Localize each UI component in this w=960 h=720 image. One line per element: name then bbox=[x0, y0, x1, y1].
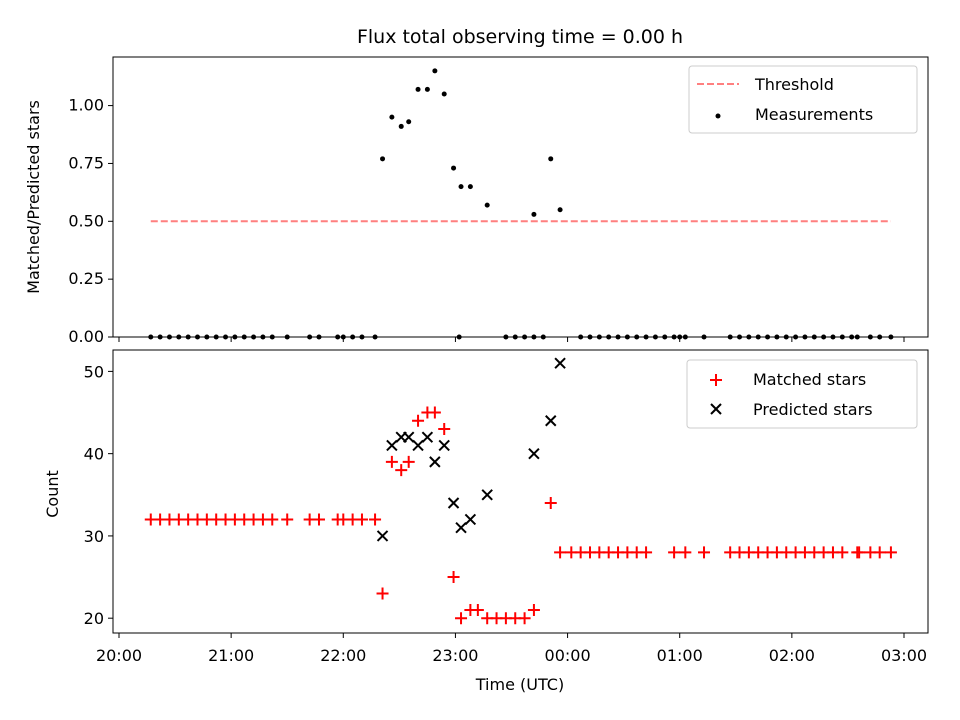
measurement-point bbox=[415, 86, 421, 92]
predicted-star-point bbox=[402, 431, 415, 443]
legend-predicted-swatch bbox=[710, 403, 722, 415]
predicted-star-point bbox=[455, 521, 467, 534]
top-x-axis bbox=[118, 337, 905, 342]
measurement-point bbox=[389, 114, 395, 120]
predicted-star-point bbox=[447, 497, 460, 509]
bottom-x-tick-label: 03:00 bbox=[881, 646, 927, 665]
top-panel: Flux total observing time = 0.00 h Match… bbox=[24, 26, 929, 346]
bottom-x-tick-label: 00:00 bbox=[545, 646, 591, 665]
matched-star-point bbox=[527, 603, 540, 616]
matched-star-point bbox=[447, 571, 460, 584]
measurement-point bbox=[557, 207, 563, 213]
legend-threshold-label: Threshold bbox=[754, 75, 834, 94]
bottom-x-tick-label: 21:00 bbox=[208, 646, 254, 665]
matched-star-point bbox=[679, 546, 692, 559]
bottom-x-axis: 20:00 21:00 22:00 23:00 00:00 01:00 02:00 03:00 bbox=[96, 633, 927, 665]
legend-matched-swatch bbox=[710, 374, 722, 386]
top-legend: Threshold Measurements bbox=[688, 65, 918, 134]
predicted-star-point bbox=[554, 357, 566, 369]
matched-star-point bbox=[884, 546, 897, 559]
measurement-point bbox=[398, 123, 404, 129]
bottom-y-tick-label: 30 bbox=[84, 527, 104, 546]
bottom-x-tick-label: 22:00 bbox=[320, 646, 366, 665]
matched-star-point bbox=[873, 546, 886, 559]
measurement-point bbox=[441, 91, 447, 97]
top-legend-box bbox=[688, 65, 918, 134]
matched-star-point bbox=[281, 513, 294, 526]
top-y-axis-label: Matched/Predicted stars bbox=[24, 100, 43, 294]
matched-star-point bbox=[369, 513, 382, 526]
bottom-x-tick-label: 20:00 bbox=[96, 646, 142, 665]
matched-star-point bbox=[438, 422, 451, 435]
measurement-point bbox=[467, 184, 473, 190]
matched-star-point bbox=[412, 414, 425, 427]
predicted-star-point bbox=[412, 439, 424, 452]
bottom-legend: Matched stars Predicted stars bbox=[686, 359, 918, 429]
top-axes-frame bbox=[112, 56, 929, 338]
matched-star-point bbox=[402, 455, 415, 468]
matched-star-point bbox=[355, 513, 368, 526]
predicted-star-point bbox=[386, 439, 398, 452]
matched-star-point bbox=[395, 464, 408, 477]
bottom-y-axis-label: Count bbox=[43, 470, 62, 518]
legend-predicted-label: Predicted stars bbox=[753, 400, 873, 419]
measurement-point bbox=[548, 156, 554, 162]
predicted-star-point bbox=[464, 513, 477, 526]
matched-star-point bbox=[266, 513, 279, 526]
top-y-tick-label: 1.00 bbox=[68, 96, 104, 115]
measurement-point bbox=[451, 165, 457, 171]
bottom-x-axis-label: Time (UTC) bbox=[475, 675, 564, 694]
matched-star-point bbox=[471, 603, 484, 616]
bottom-plot-area bbox=[144, 357, 897, 625]
bottom-panel: Count Time (UTC) 20 30 40 50 20:00 21:00 22:0… bbox=[43, 349, 929, 694]
matched-star-point bbox=[544, 497, 557, 510]
bottom-legend-box bbox=[686, 359, 918, 429]
matched-star-point bbox=[312, 513, 325, 526]
matched-star-point bbox=[668, 546, 681, 559]
bottom-x-tick-label: 01:00 bbox=[657, 646, 703, 665]
predicted-star-point bbox=[376, 530, 389, 542]
matched-star-point bbox=[376, 587, 389, 600]
bottom-y-tick-label: 20 bbox=[84, 609, 104, 628]
measurement-point bbox=[458, 184, 464, 190]
matched-star-point bbox=[554, 546, 567, 559]
predicted-star-point bbox=[429, 456, 441, 468]
legend-measurements-label: Measurements bbox=[755, 105, 873, 124]
measurement-point bbox=[484, 202, 490, 208]
legend-matched-label: Matched stars bbox=[753, 370, 866, 389]
matched-star-point bbox=[518, 612, 531, 625]
matched-star-point bbox=[853, 546, 866, 559]
bottom-axes-frame bbox=[112, 349, 929, 634]
top-y-tick-label: 0.00 bbox=[68, 327, 104, 346]
predicted-star-point bbox=[481, 489, 493, 501]
measurement-point bbox=[432, 68, 438, 74]
predicted-star-point bbox=[528, 447, 540, 460]
bottom-x-tick-label: 02:00 bbox=[769, 646, 815, 665]
measurement-point bbox=[424, 86, 430, 92]
bottom-y-axis: 20 30 40 50 bbox=[84, 362, 113, 628]
top-y-tick-label: 0.50 bbox=[68, 211, 104, 230]
bottom-x-tick-label: 23:00 bbox=[432, 646, 478, 665]
legend-measurements-swatch bbox=[715, 113, 721, 119]
bottom-y-tick-label: 50 bbox=[84, 362, 104, 381]
predicted-star-point bbox=[421, 431, 434, 443]
predicted-star-point bbox=[438, 439, 450, 452]
matched-star-point bbox=[385, 455, 398, 468]
measurement-point bbox=[406, 119, 412, 125]
bottom-y-tick-label: 40 bbox=[84, 445, 104, 464]
matched-star-point bbox=[455, 612, 468, 625]
matched-star-point bbox=[698, 546, 711, 559]
top-y-tick-label: 0.75 bbox=[68, 153, 104, 172]
top-y-axis: 0.00 0.25 0.50 0.75 1.00 bbox=[68, 96, 113, 346]
matched-star-point bbox=[640, 546, 653, 559]
matched-star-point bbox=[428, 406, 441, 419]
top-chart-title: Flux total observing time = 0.00 h bbox=[357, 26, 683, 48]
matched-star-point bbox=[836, 546, 849, 559]
predicted-star-point bbox=[545, 415, 557, 427]
measurement-point bbox=[531, 211, 537, 217]
top-y-tick-label: 0.25 bbox=[68, 269, 104, 288]
measurement-point bbox=[380, 156, 386, 162]
